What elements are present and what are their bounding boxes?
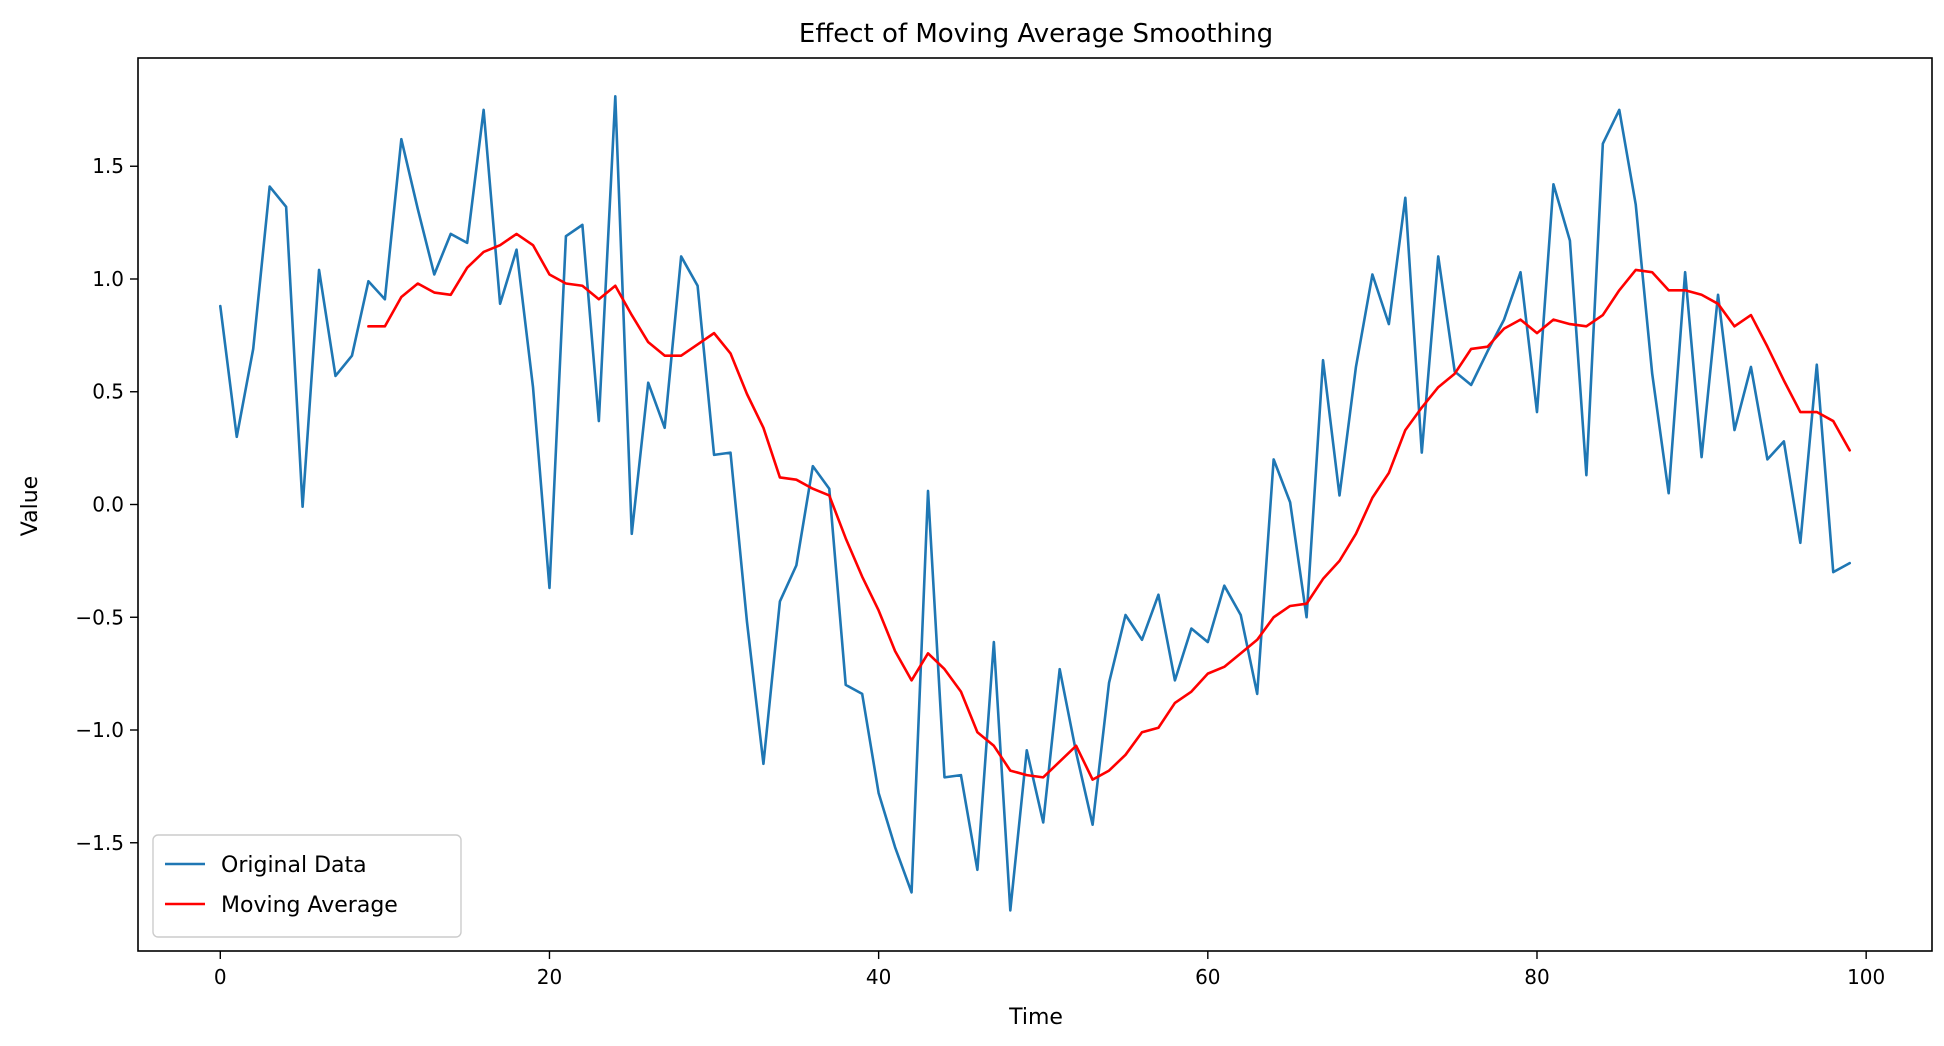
- y-tick-label: 0.5: [92, 380, 124, 404]
- y-tick-label: 1.0: [92, 267, 124, 291]
- y-axis-label: Value: [18, 476, 43, 536]
- x-axis-label: Time: [1008, 1005, 1063, 1030]
- legend-label: Original Data: [221, 853, 367, 878]
- x-tick-label: 80: [1524, 965, 1549, 989]
- y-tick-label: 1.5: [92, 154, 124, 178]
- x-tick-label: 60: [1195, 965, 1220, 989]
- x-tick-label: 20: [537, 965, 562, 989]
- original-data-line: [218, 95, 1852, 912]
- plot-frame: [137, 57, 1933, 952]
- y-tick-label: −1.5: [75, 831, 124, 855]
- chart-title: Effect of Moving Average Smoothing: [799, 19, 1273, 49]
- y-tick-label: −1.0: [75, 718, 124, 742]
- x-tick-label: 40: [866, 965, 891, 989]
- legend: Original Data Moving Average: [152, 834, 462, 938]
- legend-label: Moving Average: [221, 893, 398, 918]
- x-tick-label: 0: [214, 965, 227, 989]
- moving-average-line: [367, 232, 1852, 781]
- y-tick-label: −0.5: [75, 605, 124, 629]
- legend-box: [152, 834, 462, 938]
- x-tick-label: 100: [1847, 965, 1885, 989]
- y-tick-label: 0.0: [92, 493, 124, 517]
